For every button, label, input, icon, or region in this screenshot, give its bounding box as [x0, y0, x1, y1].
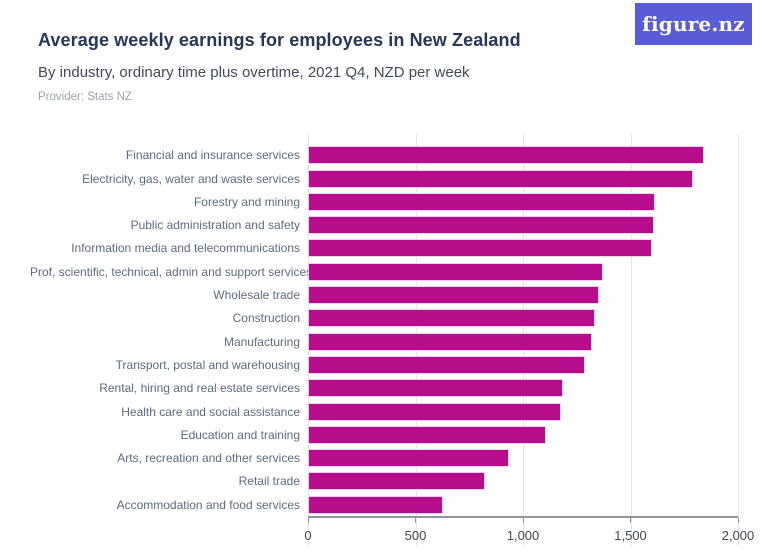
bar [308, 262, 603, 281]
bar-track [308, 309, 738, 328]
bar-track [308, 332, 738, 351]
bar [308, 146, 704, 165]
category-label: Retail trade [238, 474, 300, 489]
bar [308, 402, 561, 421]
chart-row: Transport, postal and warehousing [30, 353, 738, 376]
category-label: Manufacturing [223, 334, 300, 349]
category-label: Electricity, gas, water and waste servic… [82, 171, 300, 186]
bar [308, 309, 596, 328]
bar [308, 192, 656, 211]
bar [308, 425, 546, 444]
bar-rows: Financial and insurance services Electric… [30, 134, 738, 517]
axis-tick-label: 500 [404, 528, 427, 544]
bar [308, 286, 600, 305]
category-label: Health care and social assistance [121, 404, 300, 419]
chart-row: Retail trade [30, 470, 738, 493]
chart-row: Wholesale trade [30, 283, 738, 306]
bar-track [308, 425, 738, 444]
category-label: Construction [232, 311, 300, 326]
provider-note: Provider: Stats NZ [38, 90, 132, 103]
bar-track [308, 495, 738, 514]
axis-tick [737, 518, 739, 524]
bar [308, 239, 652, 258]
figure-nz-logo[interactable]: figure.nz [635, 3, 752, 45]
chart-header: Average weekly earnings for employees in… [0, 0, 760, 103]
axis-tick-label: 1,500 [614, 528, 647, 544]
bar-track [308, 355, 738, 374]
bar-track [308, 286, 738, 305]
bar-track [308, 402, 738, 421]
bar [308, 355, 586, 374]
chart-row: Electricity, gas, water and waste servic… [30, 167, 738, 190]
bar [308, 495, 444, 514]
bar [308, 449, 510, 468]
category-label: Public administration and safety [130, 218, 300, 233]
chart-row: Forestry and mining [30, 190, 738, 213]
bar-track [308, 379, 738, 398]
category-label: Financial and insurance services [125, 148, 300, 163]
chart-area: Financial and insurance services Electric… [30, 133, 754, 547]
chart-row: Rental, hiring and real estate services [30, 377, 738, 400]
chart-row: Arts, recreation and other services [30, 446, 738, 469]
chart-row: Manufacturing [30, 330, 738, 353]
category-label: Education and training [180, 427, 300, 442]
bar [308, 332, 592, 351]
bar-track [308, 192, 738, 211]
chart-subtitle: By industry, ordinary time plus overtime… [38, 63, 470, 81]
chart-row: Information media and telecommunications [30, 237, 738, 260]
chart-row: Public administration and safety [30, 213, 738, 236]
bar-track [308, 146, 738, 165]
chart-row: Education and training [30, 423, 738, 446]
x-axis-line [308, 516, 738, 519]
bar-track [308, 472, 738, 491]
bar-track [308, 449, 738, 468]
axis-tick-label: 2,000 [721, 528, 755, 544]
bar [308, 379, 563, 398]
chart-row: Financial and insurance services [30, 144, 738, 167]
bar-track [308, 262, 738, 281]
category-label: Accommodation and food services [116, 497, 300, 512]
gridline [738, 133, 739, 547]
category-label: Prof, scientific, technical, admin and s… [30, 264, 313, 279]
category-label: Information media and telecommunications [71, 241, 300, 256]
axis-tick-label: 1,000 [506, 528, 540, 544]
chart-row: Health care and social assistance [30, 400, 738, 423]
bar-track [308, 216, 738, 235]
bar [308, 216, 655, 235]
chart-row: Prof, scientific, technical, admin and s… [30, 260, 738, 283]
page-title: Average weekly earnings for employees in… [38, 30, 521, 50]
axis-tick [522, 518, 524, 524]
bar [308, 472, 486, 491]
category-label: Forestry and mining [193, 194, 300, 209]
category-label: Wholesale trade [213, 288, 300, 303]
axis-tick [307, 518, 309, 524]
axis-tick [415, 518, 416, 524]
bar-track [308, 169, 738, 188]
category-label: Arts, recreation and other services [117, 451, 300, 466]
axis-tick-label: 0 [304, 528, 312, 544]
axis-tick [630, 518, 631, 524]
chart-row: Accommodation and food services [30, 493, 738, 516]
figure-nz-logo-text: figure.nz [642, 12, 745, 36]
bar [308, 169, 693, 188]
gridline [630, 133, 632, 547]
bar-track [308, 239, 738, 258]
category-label: Rental, hiring and real estate services [99, 381, 300, 396]
x-axis: 0 500 1,000 1,500 2,000 [304, 516, 754, 546]
chart-row: Construction [30, 307, 738, 330]
category-label: Transport, postal and warehousing [115, 357, 300, 372]
